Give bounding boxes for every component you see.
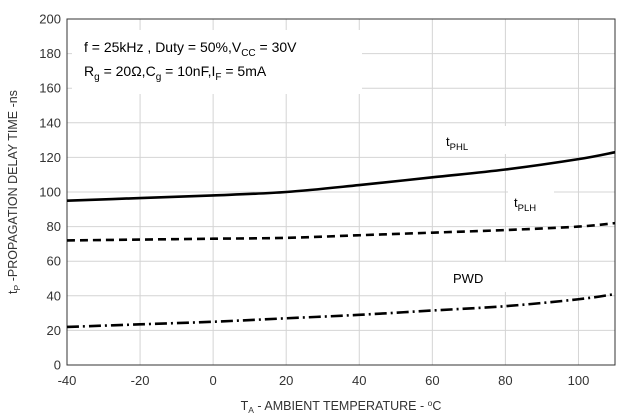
x-tick-label-2: 0 <box>210 373 217 388</box>
x-tick-label-6: 80 <box>498 373 512 388</box>
x-tick-label-5: 60 <box>425 373 439 388</box>
y-axis-ticks: 0 20 40 60 80 100 120 140 160 180 200 <box>39 12 61 373</box>
x-tick-label-1: -20 <box>131 373 150 388</box>
plot-frame <box>66 18 616 366</box>
series-label-bg-tphl <box>438 126 508 154</box>
series-label-tphl: tPHL <box>446 134 468 153</box>
x-tick-label-0: -40 <box>58 373 77 388</box>
y-tick-label-4: 80 <box>47 219 61 234</box>
y-tick-label-2: 40 <box>47 288 61 303</box>
x-tick-label-4: 40 <box>352 373 366 388</box>
y-tick-label-6: 120 <box>39 150 61 165</box>
y-tick-label-0: 0 <box>54 358 61 373</box>
annotation-box <box>72 30 362 94</box>
y-tick-label-8: 160 <box>39 81 61 96</box>
series-line-tplh <box>66 221 616 242</box>
x-tick-label-7: 100 <box>568 373 590 388</box>
y-tick-label-9: 180 <box>39 46 61 61</box>
grid <box>67 19 615 365</box>
y-tick-label-5: 100 <box>39 185 61 200</box>
x-axis-label: TA - AMBIENT TEMPERATURE - oC <box>241 398 442 415</box>
series-label-pwd: PWD <box>453 271 483 286</box>
y-tick-label-10: 200 <box>39 12 61 27</box>
x-tick-label-3: 20 <box>279 373 293 388</box>
series-lines <box>66 150 616 329</box>
series-label-bg-tplh <box>508 190 554 218</box>
series-label-bg-pwd <box>438 262 508 292</box>
y-tick-label-7: 140 <box>39 115 61 130</box>
annotation-line-2: Rg = 20Ω,Cg = 10nF,IF = 5mA <box>84 63 267 83</box>
series-line-tphl <box>66 150 616 202</box>
x-axis-ticks: -40 -20 0 20 40 60 80 100 <box>58 373 590 388</box>
y-axis-label: tP -PROPAGATION DELAY TIME -ns <box>6 90 22 294</box>
y-tick-label-1: 20 <box>47 323 61 338</box>
annotation-line-1: f = 25kHz , Duty = 50%,VCC = 30V <box>84 39 297 59</box>
series-label-tplh: tPLH <box>514 195 536 214</box>
y-tick-label-3: 60 <box>47 254 61 269</box>
series-line-pwd <box>66 292 616 329</box>
